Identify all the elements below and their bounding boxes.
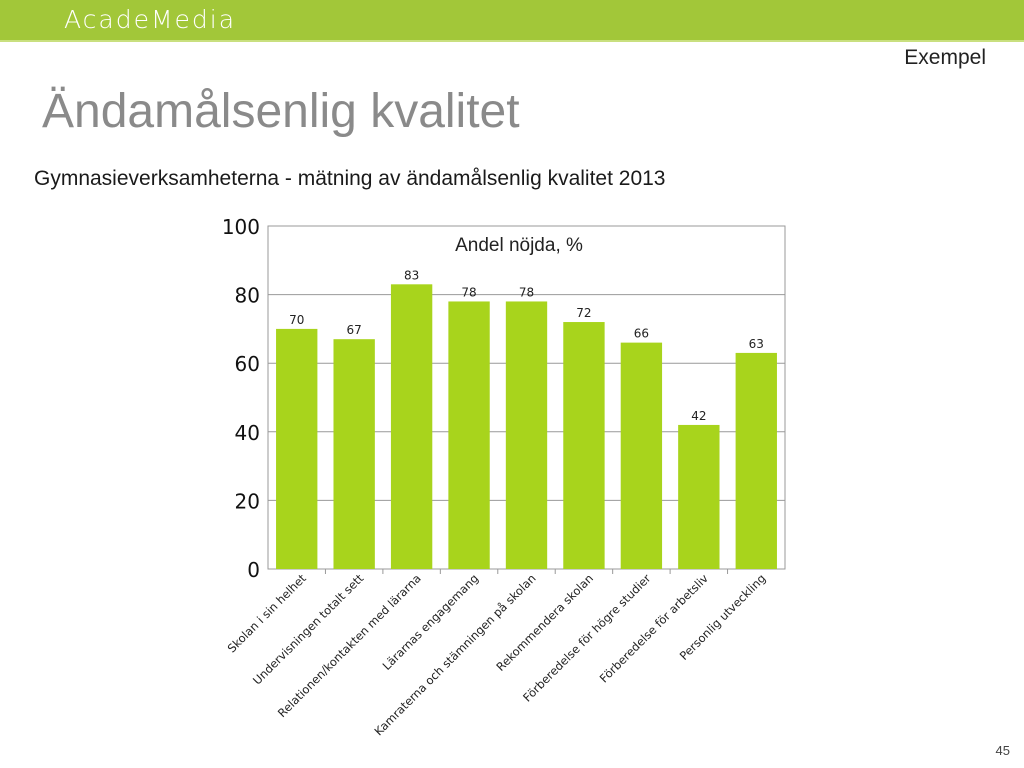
bar	[563, 322, 605, 569]
y-tick-label: 0	[247, 558, 260, 582]
page-number: 45	[995, 743, 1010, 758]
x-category-label: Förberedelse för arbetsliv	[597, 571, 711, 685]
example-tag: Exempel	[904, 46, 986, 69]
y-tick-label: 40	[235, 421, 260, 445]
bar-value-label: 67	[347, 323, 362, 337]
slide-subtitle: Gymnasieverksamheterna - mätning av ända…	[34, 167, 666, 190]
slide-title: Ändamålsenlig kvalitet	[42, 85, 520, 138]
bar	[276, 328, 318, 569]
bar	[620, 342, 663, 569]
header-divider	[0, 40, 1024, 42]
x-category-label: Lärarnas engagemang	[380, 571, 482, 673]
bar-value-label: 70	[289, 313, 304, 327]
bar	[505, 301, 548, 569]
bar-value-label: 78	[519, 285, 534, 299]
bar	[333, 339, 375, 569]
bar	[735, 352, 777, 569]
academedia-logo: AcadeMedia	[64, 5, 237, 34]
x-category-label: Rekommendera skolan	[493, 571, 596, 674]
y-tick-label: 60	[235, 352, 260, 376]
bar-value-label: 66	[634, 327, 649, 341]
bar	[678, 424, 720, 569]
bar-value-label: 83	[404, 268, 419, 282]
bar-value-label: 42	[691, 409, 706, 423]
bar-value-label: 72	[576, 306, 591, 320]
bar-value-label: 78	[461, 285, 476, 299]
bar	[448, 301, 490, 569]
y-tick-label: 20	[235, 489, 260, 513]
chart-title: Andel nöjda, %	[455, 235, 583, 256]
x-category-label: Undervisningen totalt sett	[250, 571, 367, 688]
y-tick-label: 80	[235, 284, 260, 308]
header-bar: AcadeMedia	[0, 0, 1024, 40]
bar-value-label: 63	[749, 337, 764, 351]
y-tick-label: 100	[222, 215, 260, 239]
bar	[390, 284, 433, 569]
